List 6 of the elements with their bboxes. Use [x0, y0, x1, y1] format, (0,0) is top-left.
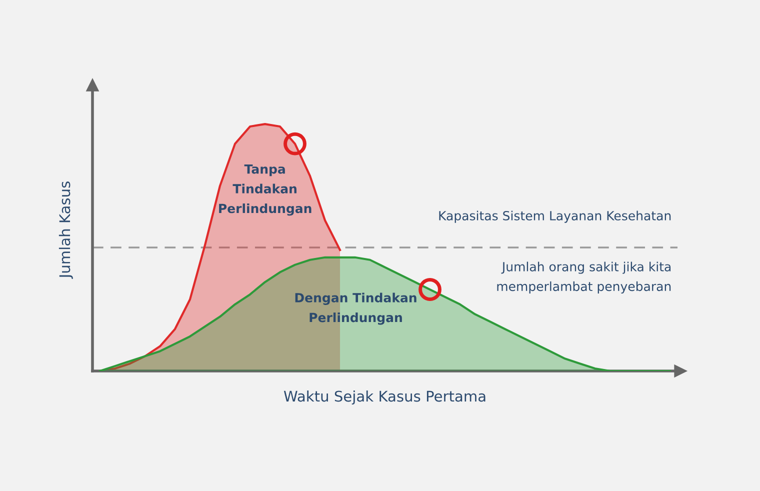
annotation: Dengan Tindakan Perlindungan — [295, 292, 416, 325]
x-axis-title: Waktu Sejak Kasus Pertama — [284, 390, 486, 405]
y-axis-title: Jumlah Kasus — [58, 182, 73, 279]
annotation: Jumlah orang sakit jika kita memperlambat penyebaran — [497, 262, 671, 294]
ref-line-label: Kapasitas Sistem Layanan Kesehatan — [439, 210, 671, 223]
annotation: Tanpa Tindakan Perlindungan — [219, 164, 312, 216]
